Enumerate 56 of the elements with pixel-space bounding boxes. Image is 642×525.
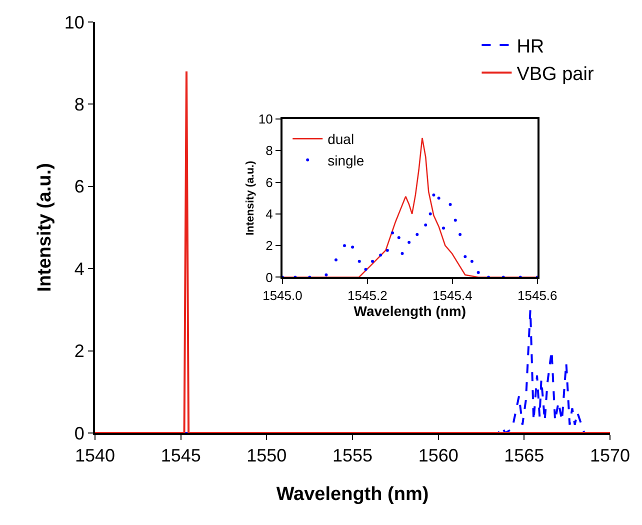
x-tick-label: 1545.6	[517, 288, 558, 303]
legend-label: single	[328, 152, 364, 168]
point	[358, 260, 361, 263]
y-tick-label: 4	[266, 206, 273, 222]
point	[437, 196, 440, 200]
y-tick-label: 0	[266, 270, 273, 285]
legend-label: dual	[328, 131, 354, 148]
x-tick-label: 1540	[74, 446, 116, 466]
point	[458, 233, 462, 236]
point	[364, 268, 368, 271]
point	[391, 231, 394, 234]
x-tick-label: 1545.0	[262, 288, 302, 303]
point	[470, 260, 474, 263]
x-tick-label: 1545.4	[432, 288, 472, 303]
x-axis-title: Wavelength (nm)	[276, 484, 429, 505]
legend-label: VBG pair	[516, 64, 594, 86]
x-tick-label: 1560	[418, 446, 458, 466]
point	[424, 224, 428, 227]
point	[408, 240, 411, 244]
point	[351, 246, 354, 249]
y-tick-label: 10	[64, 12, 84, 32]
y-tick-label: 8	[74, 94, 84, 114]
point	[386, 248, 389, 252]
y-axis-title: Intensity (a.u.)	[34, 163, 56, 292]
point	[342, 244, 346, 248]
point	[400, 252, 404, 255]
y-tick-label: 10	[258, 112, 273, 127]
point	[442, 226, 445, 230]
x-tick-label: 1545.2	[348, 288, 388, 303]
x-tick-label: 1545	[160, 446, 201, 466]
point	[464, 255, 467, 258]
point	[397, 236, 400, 240]
x-tick-label: 1550	[246, 446, 287, 466]
y-tick-label: 2	[266, 238, 273, 254]
x-tick-label: 1555	[332, 446, 373, 466]
y-axis-title: Intensity (a.u.)	[244, 160, 257, 236]
y-tick-label: 4	[74, 258, 84, 279]
legend-label: HR	[516, 36, 544, 58]
x-tick-label: 1570	[590, 446, 630, 466]
point	[476, 270, 480, 274]
point	[432, 193, 436, 196]
y-tick-label: 0	[74, 423, 84, 444]
x-tick-label: 1565	[504, 446, 544, 466]
y-tick-label: 8	[266, 143, 273, 158]
y-tick-label: 2	[74, 341, 84, 362]
y-tick-label: 6	[266, 174, 273, 190]
point	[428, 212, 432, 216]
y-tick-label: 6	[74, 176, 84, 197]
point	[416, 233, 419, 236]
point	[379, 254, 382, 257]
point	[448, 202, 452, 206]
point	[454, 218, 457, 222]
x-axis-title: Wavelength (nm)	[354, 302, 466, 319]
point	[334, 258, 338, 262]
point	[371, 260, 374, 263]
point	[324, 273, 328, 276]
